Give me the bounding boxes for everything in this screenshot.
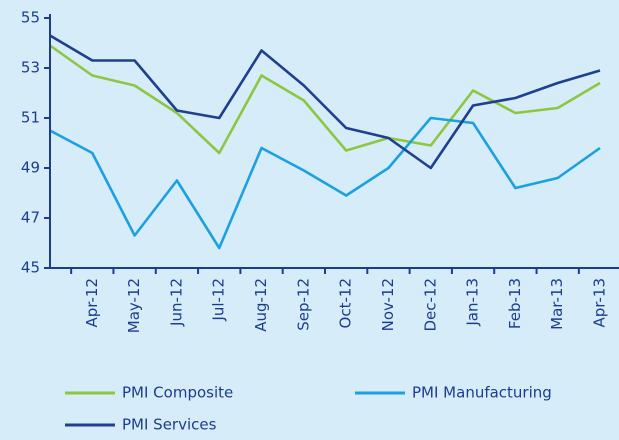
x-tick-label: Aug-12: [252, 278, 270, 332]
x-tick-label: Feb-13: [506, 278, 524, 329]
legend-label: PMI Manufacturing: [412, 384, 552, 402]
x-tick-label: Jan-13: [464, 278, 482, 327]
x-tick-label: Jun-12: [167, 278, 185, 327]
x-tick-label: Nov-12: [379, 278, 397, 331]
y-tick-label: 51: [21, 109, 40, 127]
x-tick-label: May-12: [125, 278, 143, 333]
y-tick-label: 55: [21, 9, 40, 27]
x-tick-label: Mar-13: [548, 278, 566, 330]
legend-label: PMI Composite: [122, 384, 233, 402]
y-tick-label: 45: [21, 259, 40, 277]
series-line: [49, 34, 601, 170]
x-tick-label: Apr-13: [591, 278, 609, 328]
x-tick-label: Dec-12: [421, 278, 439, 332]
y-tick-label: 49: [21, 159, 40, 177]
x-tick-label: Sep-12: [294, 278, 312, 331]
x-tick-label: Apr-12: [83, 278, 101, 328]
y-tick-label: 53: [21, 59, 40, 77]
x-tick-label: Jul-12: [210, 278, 228, 322]
series-line: [49, 44, 601, 155]
x-tick-label: Oct-12: [337, 278, 355, 328]
series-line: [49, 116, 601, 250]
legend-label: PMI Services: [122, 416, 217, 434]
y-tick-label: 47: [21, 209, 40, 227]
